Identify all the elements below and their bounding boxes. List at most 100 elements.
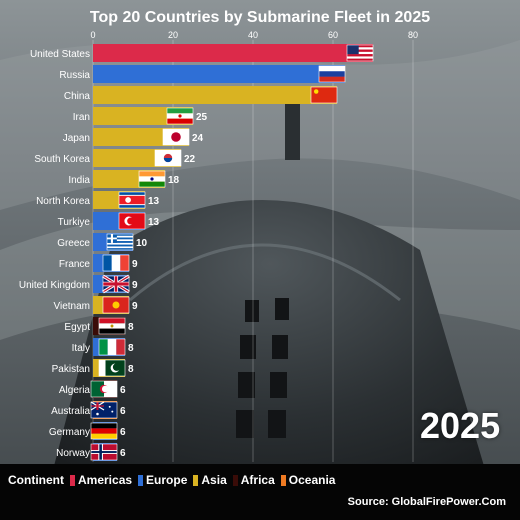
bar-row: Greece 10 [57,233,148,251]
it-flag-icon [98,338,126,356]
year-label: 2025 [420,405,501,446]
chart-title: Top 20 Countries by Submarine Fleet in 2… [90,9,430,26]
bars: United States Russia China Iran 25 Japan 24 Sou… [19,44,374,461]
value-label: 8 [128,343,134,354]
bar-row: North Korea 13 [36,191,160,209]
legend: Continent Americas Europe Asia Africa Oceani… [0,464,520,520]
bar-row: Egypt 8 [64,317,134,335]
value-label: 9 [132,280,138,291]
category-label: Iran [73,112,90,123]
gb-flag-icon [102,274,130,294]
value-label: 6 [120,427,126,438]
kr-flag-icon [154,149,182,167]
value-label: 9 [132,301,138,312]
category-label: United Kingdom [19,280,90,291]
legend-swatch [232,474,238,486]
category-label: Turkiye [58,217,91,228]
fr-flag-icon [102,254,130,272]
gr-flag-icon [106,233,134,251]
legend-label: Asia [201,473,227,487]
category-label: Norway [56,448,90,459]
value-label: 6 [120,385,126,396]
category-label: Pakistan [52,364,90,375]
pk-flag-icon [98,359,126,377]
bar [93,86,337,104]
bar-row: United Kingdom 9 [19,274,138,294]
value-label: 8 [128,322,134,333]
category-label: India [68,175,90,186]
x-tick-label: 80 [408,30,418,40]
vn-flag-icon [102,296,130,314]
bar-row: Algeria 6 [59,380,126,398]
bar-row: France 9 [59,254,138,272]
category-label: Egypt [64,322,90,333]
bar-row: India 18 [68,170,180,188]
bar-row: China [64,86,338,104]
category-label: Australia [51,406,90,417]
x-tick-label: 20 [168,30,178,40]
bar-row: Germany 6 [49,422,126,440]
bar-row: Iran 25 [73,107,208,125]
bar [93,65,345,83]
value-label: 6 [120,448,126,459]
bar-row: Norway 6 [56,443,126,461]
category-label: United States [30,49,90,60]
category-label: Vietnam [53,301,90,312]
category-label: Algeria [59,385,91,396]
category-label: Russia [59,70,90,81]
value-label: 25 [196,112,208,123]
in-flag-icon [138,170,166,188]
category-label: France [59,259,91,270]
x-axis-ticks: 0 20 40 60 80 [90,30,418,40]
legend-swatch [280,474,286,486]
legend-label: Oceania [288,473,336,487]
value-label: 10 [136,238,148,249]
tr-flag-icon [118,212,146,230]
value-label: 8 [128,364,134,375]
ru-flag-icon [318,65,346,83]
x-tick-label: 60 [328,30,338,40]
legend-row: Continent Americas Europe Asia Africa Oceani… [8,472,335,488]
bar-row: United States [30,44,374,62]
legend-swatch [70,474,75,486]
category-label: China [64,91,91,102]
bar-row: Italy 8 [72,338,134,356]
value-label: 13 [148,217,160,228]
bar-row: South Korea 22 [34,149,196,167]
category-label: South Korea [34,154,90,165]
kp-flag-icon [118,191,146,209]
legend-label: Americas [78,473,133,487]
ir-flag-icon [166,107,194,125]
au-flag-icon [90,401,118,419]
bar-row: Japan 24 [63,128,204,146]
no-flag-icon [90,443,118,461]
bar-row: Australia 6 [51,401,126,419]
de-flag-icon [90,422,118,440]
value-label: 6 [120,406,126,417]
source-label: Source: GlobalFirePower.Com [347,496,506,508]
bar [93,44,373,62]
eg-flag-icon [98,317,126,335]
bar-row: Turkiye 13 [58,212,160,230]
bar-row: Pakistan 8 [52,359,134,377]
category-label: Germany [49,427,90,438]
legend-swatch [193,474,199,486]
legend-label: Africa [240,473,275,487]
legend-swatch [138,474,144,486]
us-flag-icon [346,44,374,62]
value-label: 18 [168,175,180,186]
value-label: 22 [184,154,196,165]
category-label: North Korea [36,196,90,207]
category-label: Italy [72,343,90,354]
value-label: 9 [132,259,138,270]
bar-row: Russia [59,65,346,83]
cn-flag-icon [310,86,338,104]
jp-flag-icon [162,128,190,146]
category-label: Japan [63,133,90,144]
x-tick-label: 0 [90,30,95,40]
dz-flag-icon [90,380,118,398]
value-label: 24 [192,133,204,144]
x-tick-label: 40 [248,30,258,40]
legend-title: Continent [8,473,64,487]
